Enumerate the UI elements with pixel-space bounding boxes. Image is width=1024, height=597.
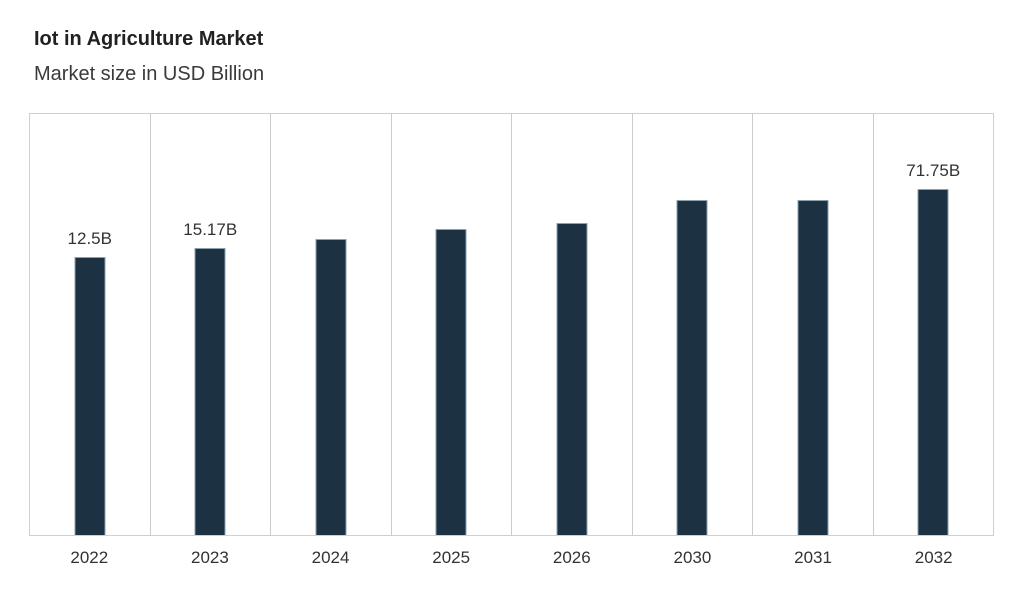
x-tick-label: 2024 (311, 548, 350, 567)
x-tick-label: 2030 (673, 548, 712, 567)
bar (676, 200, 708, 535)
bar (74, 257, 106, 535)
plot-column (392, 114, 512, 535)
x-tick-label: 2025 (432, 548, 471, 567)
plot-column (512, 114, 633, 535)
bar-value-label: 15.17B (183, 220, 238, 239)
plot-column (753, 114, 874, 535)
bar (315, 239, 347, 535)
plot-column (271, 114, 392, 535)
x-axis: 2022 2023 2024 2025 2026 2030 2031 2032 (29, 548, 994, 568)
x-tick-label: 2023 (191, 548, 229, 567)
x-tick-label: 2026 (552, 548, 591, 567)
bar-value-label: 12.5B (67, 229, 112, 248)
plot-column (633, 114, 753, 535)
plot-column: 15.17B (151, 114, 271, 535)
chart-title: Iot in Agriculture Market (34, 28, 264, 50)
plot-area: 12.5B 15.17B 71.75B (29, 113, 994, 536)
chart-subtitle: Market size in USD Billion (34, 63, 265, 85)
x-tick-label: 2022 (70, 548, 109, 567)
x-tick-label: 2031 (794, 548, 832, 567)
x-tick-label: 2032 (914, 548, 953, 567)
bar-value-label: 71.75B (906, 161, 961, 180)
bar (194, 248, 226, 535)
plot-column: 12.5B (30, 114, 151, 535)
plot-column: 71.75B (874, 114, 994, 535)
bar (556, 223, 588, 535)
bar (797, 200, 829, 535)
bar (917, 189, 949, 535)
bar (435, 229, 467, 535)
